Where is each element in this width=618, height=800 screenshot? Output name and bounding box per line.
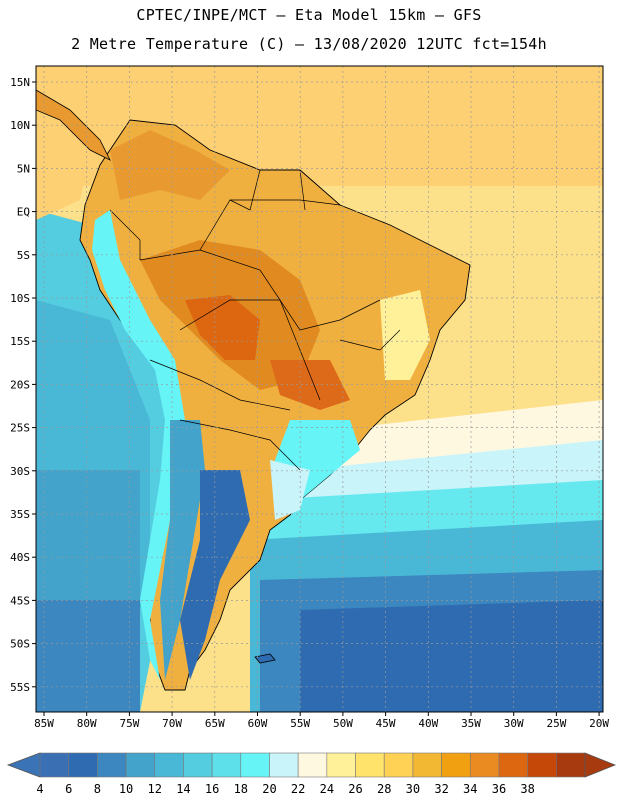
lon-tick-label: 75W (119, 717, 139, 730)
lon-tick-label: 40W (418, 717, 438, 730)
legend-color-box (68, 752, 98, 778)
legend-label: 16 (205, 782, 219, 796)
legend-label: 36 (492, 782, 506, 796)
legend-label: 32 (434, 782, 448, 796)
lat-tick-label: 25S (10, 422, 30, 435)
color-legend-labels: 4 6 8 10 12 14 16 18 20 22 24 26 28 30 32 34 36 38 (36, 782, 534, 796)
legend-color-box (527, 752, 557, 778)
legend-label: 38 (520, 782, 534, 796)
legend-color-box (355, 752, 385, 778)
lat-tick-label: 45S (10, 594, 30, 607)
legend-color-box (211, 752, 242, 778)
legend-label: 12 (148, 782, 162, 796)
axis-ticks: 15N 10N 5N EQ 5S 10S 15S 20S 25S 30S 35S 40S 45S 50S 5… (10, 76, 609, 730)
legend-label: 24 (320, 782, 334, 796)
lat-tick-label: 10N (10, 119, 30, 132)
legend-color-box (326, 752, 356, 778)
lat-tick-label: 15N (10, 76, 30, 89)
lat-tick-label: 5S (17, 249, 30, 262)
legend-label: 22 (291, 782, 305, 796)
lat-tick-label: 55S (10, 681, 30, 694)
legend-label: 30 (406, 782, 420, 796)
color-legend-boxes (6, 752, 617, 778)
lon-tick-label: 70W (162, 717, 182, 730)
map-frame (35, 65, 604, 713)
legend-left-arrow (6, 752, 41, 778)
legend-color-box (441, 752, 471, 778)
lon-tick-label: 20W (589, 717, 609, 730)
map-title-line1: CPTEC/INPE/MCT – Eta Model 15km – GFS (136, 6, 482, 24)
pampas-mild (270, 460, 310, 520)
legend-label: 18 (234, 782, 248, 796)
legend-label: 8 (94, 782, 101, 796)
legend-color-box (469, 752, 500, 778)
legend-label: 34 (463, 782, 477, 796)
legend-label: 28 (377, 782, 391, 796)
lat-tick-label: 15S (10, 335, 30, 348)
color-legend: 4 6 8 10 12 14 16 18 20 22 24 26 28 30 32 34 36 38 (6, 752, 617, 796)
legend-label: 20 (262, 782, 276, 796)
lat-tick-label: 30S (10, 465, 30, 478)
legend-color-box (97, 752, 127, 778)
legend-color-box (383, 752, 414, 778)
legend-label: 14 (176, 782, 190, 796)
legend-label: 6 (65, 782, 72, 796)
lat-tick-label: 35S (10, 508, 30, 521)
hottest-region (185, 295, 260, 360)
country-borders (109, 169, 401, 471)
map-field (36, 66, 603, 712)
lat-tick-label: 40S (10, 551, 30, 564)
legend-label: 4 (36, 782, 43, 796)
lat-tick-label: EQ (17, 206, 30, 219)
legend-color-box (154, 752, 184, 778)
coldest-ocean-band (300, 600, 603, 712)
legend-label: 10 (119, 782, 133, 796)
pacific-far-south (36, 600, 140, 712)
legend-color-box (498, 752, 528, 778)
patagonia-coldest (180, 470, 250, 680)
legend-color-box (269, 752, 299, 778)
map-title-line2: 2 Metre Temperature (C) – 13/08/2020 12U… (71, 35, 547, 53)
hot-region-south (270, 360, 350, 410)
lon-tick-label: 80W (77, 717, 97, 730)
lon-tick-label: 25W (546, 717, 566, 730)
lon-tick-label: 50W (333, 717, 353, 730)
patagonia-cold (160, 420, 205, 680)
legend-color-box (297, 752, 328, 778)
hot-north-region (110, 130, 230, 200)
legend-color-box (39, 752, 69, 778)
lon-tick-label: 30W (504, 717, 524, 730)
lon-tick-label: 65W (205, 717, 225, 730)
lon-tick-label: 35W (461, 717, 481, 730)
lat-tick-label: 50S (10, 638, 30, 651)
legend-color-box (240, 752, 270, 778)
lon-tick-label: 85W (34, 717, 54, 730)
legend-right-arrow (584, 752, 617, 778)
legend-color-box (183, 752, 213, 778)
brazil-coastal-mild (380, 290, 430, 380)
lon-tick-label: 45W (376, 717, 396, 730)
andes-cold-strip (92, 210, 185, 680)
legend-color-box (556, 752, 586, 778)
lat-tick-label: 5N (17, 162, 30, 175)
legend-color-box (125, 752, 156, 778)
lat-tick-label: 10S (10, 292, 30, 305)
lat-tick-label: 20S (10, 378, 30, 391)
lon-tick-label: 55W (290, 717, 310, 730)
legend-color-box (412, 752, 442, 778)
legend-label: 26 (348, 782, 362, 796)
lon-tick-label: 60W (248, 717, 268, 730)
falkland-islands (254, 653, 276, 664)
